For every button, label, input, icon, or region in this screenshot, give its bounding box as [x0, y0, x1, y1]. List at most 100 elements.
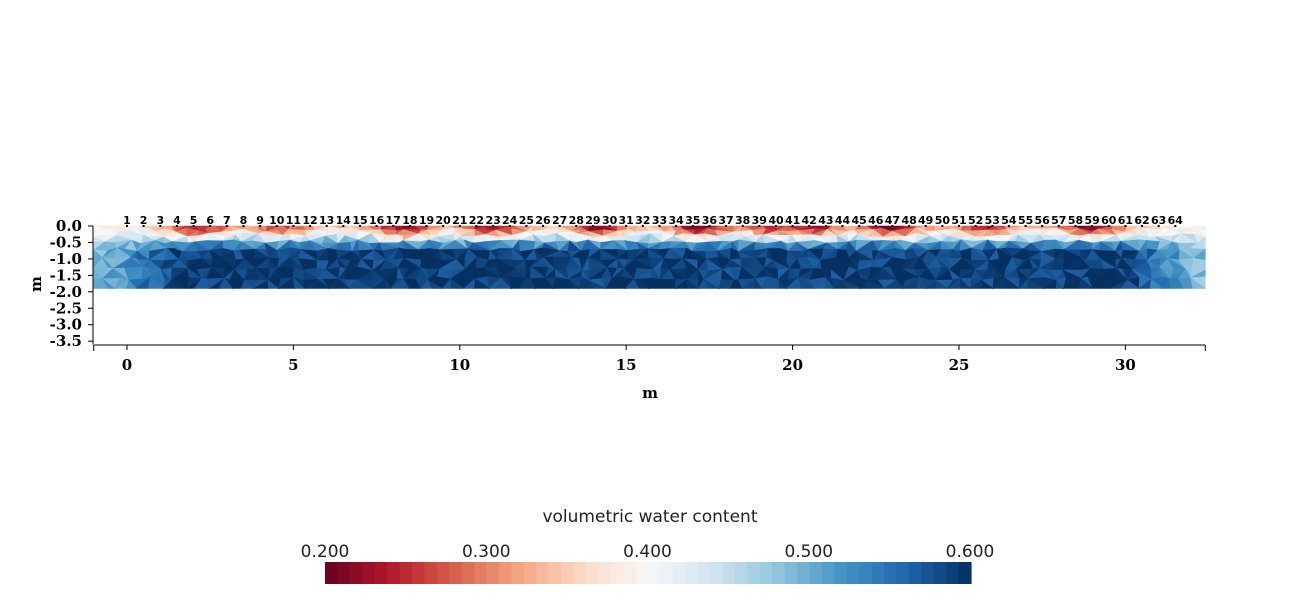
mesh-cell [981, 279, 995, 289]
electrode-label: 50 [935, 214, 951, 227]
electrode-marker [791, 225, 794, 227]
colorbar-segment [896, 562, 910, 584]
y-tick-label: -1.0 [50, 250, 82, 268]
electrode-label: 19 [419, 214, 434, 227]
electrode-label: 64 [1168, 214, 1184, 227]
electrode-label: 43 [818, 214, 833, 227]
colorbar-segment [561, 562, 575, 584]
electrode-marker [575, 225, 578, 227]
electrode-marker [858, 225, 861, 227]
electrode-marker [725, 225, 727, 227]
mesh-cell [935, 279, 948, 289]
colorbar-segment [635, 562, 649, 584]
electrode-marker [292, 225, 295, 227]
mesh-cell [426, 279, 444, 289]
y-tick-label: -3.5 [50, 332, 82, 350]
mesh-cell [316, 278, 331, 289]
electrode-marker [1091, 225, 1094, 227]
colorbar-segment [660, 562, 674, 584]
colorbar-tick-label: 0.600 [946, 542, 995, 562]
electrode-label: 40 [768, 214, 784, 227]
electrode-label: 54 [1001, 214, 1017, 227]
x-axis-label: m [642, 384, 658, 402]
electrode-label: 8 [240, 214, 248, 227]
colorbar-segment [734, 562, 748, 584]
electrode-marker [458, 225, 461, 227]
electrode-marker [941, 225, 944, 227]
electrode-label: 21 [452, 214, 467, 227]
electrode-marker [1107, 225, 1110, 227]
x-tick-label: 30 [1115, 356, 1136, 374]
colorbar-segment [436, 562, 450, 584]
electrode-label: 38 [735, 214, 750, 227]
colorbar-segment [374, 562, 388, 584]
mesh-cell [356, 279, 374, 289]
mesh-cell [824, 276, 835, 289]
electrode-label: 4 [173, 214, 181, 227]
electrode-marker [408, 225, 411, 227]
colorbar-segment [449, 562, 463, 584]
colorbar-tick-label: 0.500 [784, 542, 833, 562]
mesh-cell [517, 277, 537, 289]
mesh-cell [1149, 278, 1164, 289]
electrode-marker [1174, 225, 1177, 227]
x-tick-label: 25 [949, 356, 970, 374]
colorbar-segment [809, 562, 823, 584]
colorbar-title: volumetric water content [542, 507, 757, 527]
electrode-marker [625, 225, 628, 227]
electrode-label: 12 [302, 214, 317, 227]
electrode-marker [126, 225, 128, 227]
electrode-label: 34 [668, 214, 684, 227]
colorbar-segment [486, 562, 500, 584]
electrode-label: 53 [985, 214, 1000, 227]
electrode-label: 25 [519, 214, 534, 227]
electrode-label: 30 [602, 214, 618, 227]
y-tick-label: 0.0 [56, 217, 82, 235]
mesh-cell [495, 277, 512, 289]
colorbar-segment [598, 562, 612, 584]
colorbar-tick-labels: 0.200 0.300 0.400 0.500 0.600 [301, 542, 995, 562]
electrode-marker [758, 225, 761, 227]
colorbar-segment [747, 562, 761, 584]
mesh-cell [1097, 276, 1111, 289]
electrode-marker [608, 225, 611, 227]
mesh-cell [240, 279, 255, 289]
electrode-marker [675, 225, 678, 227]
electrode-marker [824, 225, 827, 227]
mesh-cell [170, 280, 187, 289]
y-tick-label: -3.0 [50, 316, 82, 334]
colorbar-segment [511, 562, 525, 584]
colorbar-segment [697, 562, 711, 584]
electrode-marker [891, 225, 894, 227]
y-tick-label: -2.0 [50, 283, 82, 301]
electrode-label: 24 [502, 214, 518, 227]
colorbar-segment [871, 562, 885, 584]
colorbar: volumetric water content 0.200 0.300 0.400… [301, 507, 995, 584]
mesh-cell [1120, 279, 1140, 289]
mesh-cell [193, 278, 212, 289]
colorbar-segment [461, 562, 475, 584]
electrode-label: 46 [868, 214, 884, 227]
axes: 0 5 10 15 20 25 300.0-0.5-1.0-1.5-2.0-2.5-3.0-… [50, 217, 1206, 374]
colorbar-segment [610, 562, 624, 584]
mesh-cell [292, 276, 305, 289]
colorbar-gradient [325, 562, 972, 584]
electrode-marker [1007, 225, 1010, 227]
electrode-label: 18 [402, 214, 417, 227]
mesh-cell [1027, 278, 1046, 289]
mesh-cell [959, 277, 971, 289]
electrode-marker [1024, 225, 1027, 227]
x-tick-label: 0 [122, 356, 132, 374]
electrode-label: 31 [619, 214, 634, 227]
electrode-label: 49 [918, 214, 933, 227]
mesh-cell [703, 279, 720, 289]
colorbar-segment [548, 562, 562, 584]
mesh-cell [403, 278, 423, 289]
electrode-label: 45 [852, 214, 867, 227]
colorbar-segment [349, 562, 363, 584]
electrode-marker [425, 225, 428, 227]
electrode-label: 41 [785, 214, 800, 227]
electrode-label: 56 [1035, 214, 1051, 227]
electrode-marker [741, 225, 744, 227]
electrode-label: 39 [752, 214, 767, 227]
